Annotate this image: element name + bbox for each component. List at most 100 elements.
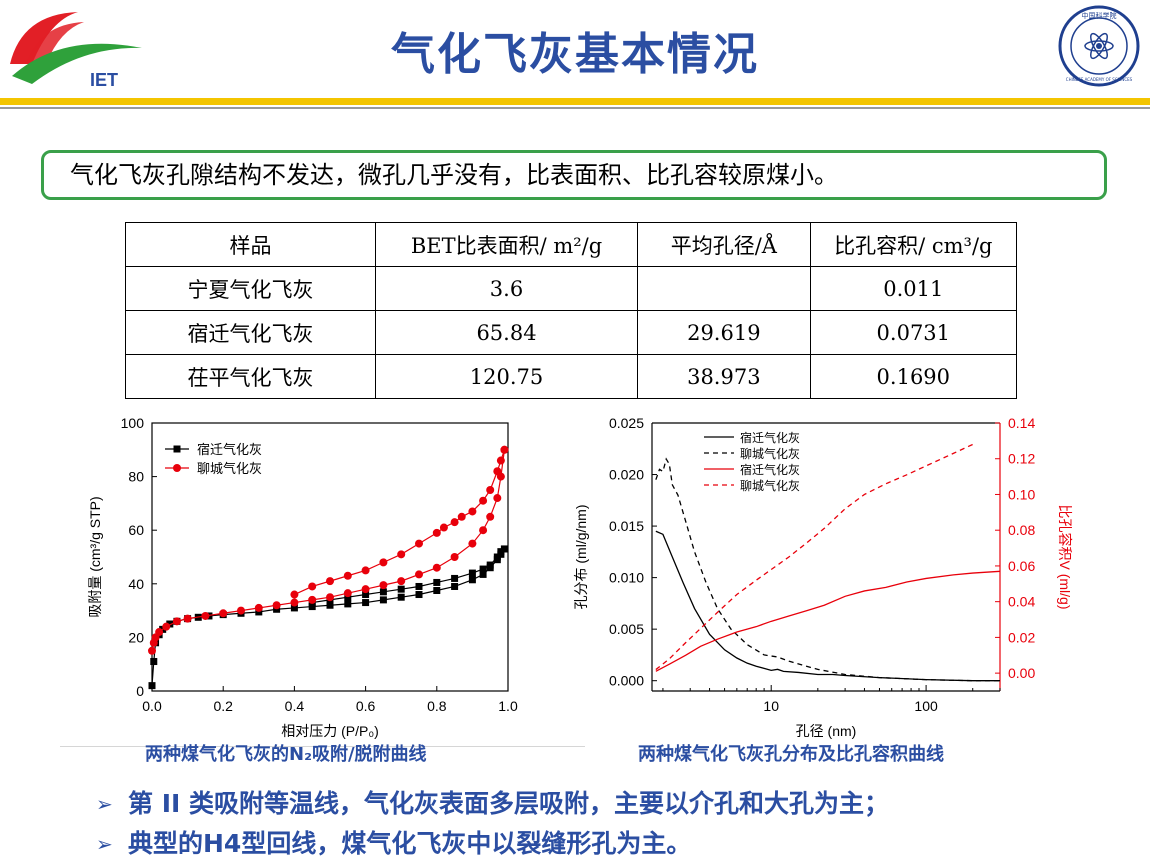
data-point: [343, 589, 352, 598]
table-cell: 120.75: [374, 354, 639, 399]
table-cell: 宿迁气化飞灰: [125, 310, 376, 355]
data-point: [308, 603, 316, 611]
data-point: [219, 609, 228, 618]
data-point: [468, 539, 477, 548]
table-cell: 0.1690: [809, 354, 1018, 399]
x-tick-label: 10: [763, 698, 779, 714]
data-point: [479, 496, 488, 505]
data-point: [362, 591, 370, 599]
right-chart-caption: 两种煤气化飞灰孔分布及比孔容积曲线: [638, 744, 944, 765]
data-point: [343, 571, 352, 580]
legend-label: 聊城气化灰: [197, 461, 262, 476]
bullet-text: 第 II 类吸附等温线，气化灰表面多层吸附，主要以介孔和大孔为主；: [128, 789, 890, 818]
data-point: [326, 593, 334, 602]
data-point: [486, 512, 495, 521]
table-cell: 38.973: [637, 354, 811, 399]
y-tick-label: 80: [128, 469, 144, 485]
data-point: [290, 598, 299, 607]
data-point: [155, 628, 164, 637]
data-point: [166, 620, 174, 628]
data-point: [308, 595, 317, 604]
left-chart-caption: 两种煤气化飞灰的N₂吸附/脱附曲线: [145, 744, 427, 765]
data-point: [255, 608, 263, 616]
data-point: [379, 596, 387, 604]
data-point: [397, 585, 405, 593]
y2-tick-label: 0.12: [1008, 451, 1035, 467]
table-header-cell: 样品: [125, 222, 376, 267]
y-tick-label: 0.005: [609, 621, 644, 637]
table-cell: 0.011: [809, 266, 1018, 311]
table-cell: 3.6: [374, 266, 639, 311]
data-point: [379, 581, 388, 590]
table-row: 宁夏气化飞灰 3.6 0.011: [125, 266, 1018, 311]
x-tick-label: 0.2: [213, 698, 233, 714]
y-tick-label: 0: [136, 683, 144, 699]
data-point: [479, 565, 487, 573]
legend-label: 聊城气化灰: [740, 478, 800, 493]
data-point: [237, 606, 245, 615]
table-row: 茌平气化飞灰 120.75 38.973 0.1690: [125, 354, 1018, 399]
y-tick-label: 0.000: [609, 673, 644, 689]
data-point: [272, 601, 281, 610]
table-cell: 65.84: [374, 310, 639, 355]
data-point: [486, 486, 495, 494]
iet-logo: IET: [10, 12, 142, 90]
data-point: [172, 617, 181, 626]
data-point: [415, 539, 423, 548]
y-tick-label: 100: [121, 415, 145, 431]
table-cell: 0.0731: [809, 310, 1018, 355]
data-point: [397, 577, 406, 586]
data-table: 样品 BET比表面积/ m²/g 平均孔径/Å 比孔容积/ cm³/g 宁夏气化…: [125, 222, 1018, 399]
table-row: 宿迁气化飞灰 65.84 29.619 0.0731: [125, 310, 1018, 355]
page-title: 气化飞灰基本情况: [391, 29, 759, 80]
bullet-text: 典型的H4型回线，煤气化飞灰中以裂缝形孔为主。: [128, 829, 692, 858]
data-point: [493, 467, 502, 476]
header-gray-line: [0, 107, 1150, 109]
data-point: [361, 566, 370, 575]
table-header-cell: 平均孔径/Å: [637, 222, 811, 267]
plot-frame: [151, 422, 509, 692]
data-point: [344, 593, 352, 601]
y2-tick-label: 0.10: [1008, 486, 1035, 502]
table-cell: 茌平气化飞灰: [125, 354, 376, 399]
data-point: [450, 553, 459, 561]
y2-tick-label: 0.02: [1008, 629, 1035, 645]
bullet-list: ➢ 第 II 类吸附等温线，气化灰表面多层吸附，主要以介孔和大孔为主； ➢ 典型…: [96, 784, 889, 864]
legend-label: 宿迁气化灰: [197, 442, 262, 457]
data-point: [290, 590, 299, 599]
legend-label: 宿迁气化灰: [740, 430, 800, 445]
legend-label: 宿迁气化灰: [740, 462, 800, 477]
series-line: [655, 530, 1000, 682]
data-point: [148, 682, 156, 690]
data-point: [479, 526, 488, 535]
y2-axis-label: 比孔容积V (ml/g): [1057, 505, 1073, 610]
cas-logo-text: 中国科学院: [1082, 11, 1117, 20]
data-point: [254, 603, 263, 612]
data-point: [486, 561, 494, 569]
table-cell: 宁夏气化飞灰: [125, 266, 376, 311]
data-point: [379, 588, 387, 596]
y2-tick-label: 0.08: [1008, 522, 1035, 538]
x-tick-label: 0.6: [356, 698, 376, 714]
y-axis-label: 吸附量 (cm³/g STP): [87, 496, 103, 617]
iet-logo-text: IET: [90, 70, 118, 90]
data-point: [493, 494, 502, 503]
list-item: ➢ 第 II 类吸附等温线，气化灰表面多层吸附，主要以介孔和大孔为主；: [96, 784, 889, 824]
data-point: [432, 528, 441, 537]
x-tick-label: 0.0: [142, 698, 162, 714]
data-point: [457, 512, 466, 521]
legend-label: 聊城气化灰: [740, 446, 800, 461]
data-point: [468, 569, 476, 577]
y2-tick-label: 0.06: [1008, 558, 1035, 574]
y2-tick-label: 0.14: [1008, 415, 1035, 431]
data-point: [479, 570, 487, 578]
table-cell: 29.619: [637, 310, 811, 355]
y-tick-label: 0.025: [609, 415, 644, 431]
data-point: [162, 622, 171, 631]
y2-tick-label: 0.04: [1008, 594, 1035, 610]
data-point: [415, 582, 423, 590]
y-axis-label: 孔分布 (ml/g/nm): [573, 505, 589, 610]
data-point: [361, 585, 370, 594]
x-tick-label: 100: [914, 698, 938, 714]
data-point: [201, 611, 210, 620]
